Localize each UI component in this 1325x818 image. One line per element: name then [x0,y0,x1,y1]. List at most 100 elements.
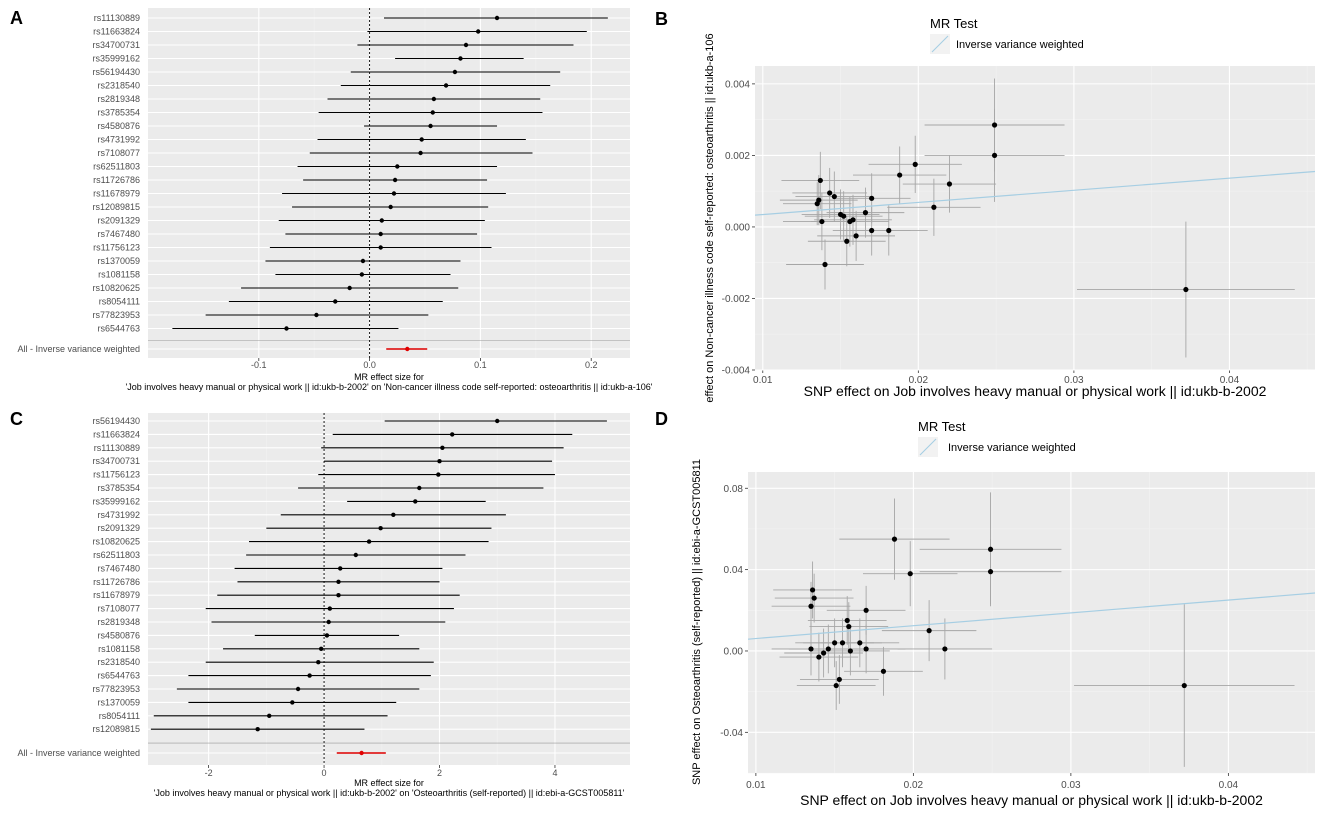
snp-label: rs1370059 [97,697,140,707]
panel-label: B [655,9,668,29]
estimate-point [395,164,400,169]
snp-label: rs11726786 [93,577,140,587]
estimate-point [284,326,289,331]
plot-background [148,413,630,765]
estimate-point [316,660,321,665]
snp-label: rs34700731 [92,40,140,50]
snp-label: rs4580876 [97,630,140,640]
snp-label: rs11678979 [93,590,140,600]
snp-label: rs11726786 [93,175,140,185]
snp-label: rs11130889 [94,443,140,453]
estimate-point [430,110,435,115]
estimate-point [437,459,442,464]
snp-point [857,640,863,646]
snp-label: rs4731992 [97,510,140,520]
snp-point [844,238,850,244]
panel-D: 0.01 0.02 0.03 0.04 -0.04 0.00 0.04 0.08 SNP eff… [655,409,1315,808]
x-tick-label: 2 [437,768,442,778]
snp-point [946,181,953,187]
snp-point [836,676,842,683]
x-tick-label: 0 [322,768,327,778]
estimate-point [324,633,330,638]
snp-point [846,623,852,630]
snp-point [987,546,994,552]
snp-point [987,569,994,575]
snp-label: rs2318540 [97,657,140,667]
snp-point [907,571,913,577]
estimate-point [418,150,423,156]
snp-label: rs1081158 [98,270,140,280]
estimate-point [366,539,372,544]
snp-label: rs2318540 [97,81,140,91]
panel-label: C [10,409,23,429]
legend-title: MR Test [930,16,978,31]
snp-point [811,595,817,601]
estimate-point [379,218,384,223]
estimate-point [327,606,333,611]
x-tick-label: 0.03 [1064,375,1084,386]
estimate-point [452,69,458,75]
snp-label: rs6544763 [97,324,140,334]
estimate-point [267,713,272,718]
snp-label: rs62511803 [93,550,140,560]
snp-label: rs11756123 [93,243,140,253]
estimate-point [495,418,500,424]
snp-point [819,218,825,225]
snp-label: rs11663824 [93,429,140,439]
snp-point [822,261,828,268]
snp-point [853,233,859,239]
snp-point [833,682,839,689]
estimate-point [428,123,433,129]
snp-point [880,668,887,674]
estimate-point [307,673,312,678]
y-tick-label: 0.08 [724,484,744,495]
snp-label: rs10820625 [92,537,140,547]
snp-label: rs12089815 [92,202,140,212]
snp-label: rs6544763 [97,671,140,681]
snp-point [912,161,918,167]
snp-point [1183,286,1189,293]
snp-label: rs7108077 [97,148,140,158]
snp-label: rs11678979 [93,189,140,199]
legend-key-line [919,438,937,456]
legend-item: Inverse variance weighted [956,39,1084,51]
snp-point [931,204,937,210]
summary-label: All - Inverse variance weighted [17,748,140,758]
estimate-point [463,42,469,48]
summary-point [359,750,364,756]
estimate-point [318,646,324,651]
x-tick-label: 0.01 [746,780,766,791]
estimate-point [413,499,418,504]
y-tick-label: 0.04 [724,565,744,576]
x-tick-label: 0.02 [909,375,929,386]
y-tick-label: 0.00 [724,646,744,657]
snp-point [817,177,823,184]
panel-B: 0.01 0.02 0.03 0.04 -0.004 -0.002 0.000 0.002 0.… [655,9,1315,403]
estimate-point [475,29,481,34]
snp-point [863,646,869,652]
legend-key-line [931,35,949,53]
estimate-point [388,204,393,210]
snp-point [809,587,816,593]
x-axis-title-line: 'Job involves heavy manual or physical w… [154,788,625,798]
snp-label: rs12089815 [92,724,140,734]
snp-label: rs35999162 [92,54,140,64]
snp-label: rs8054111 [99,297,140,307]
estimate-point [360,258,366,264]
snp-label: rs10820625 [92,283,140,293]
estimate-point [494,15,500,21]
estimate-point [314,312,319,318]
snp-label: rs62511803 [93,162,140,172]
snp-point [886,227,892,234]
estimate-point [440,445,445,450]
estimate-point [359,272,365,277]
estimate-point [378,245,383,250]
snp-point [942,646,948,652]
x-tick-label: 0.01 [753,375,773,386]
panel-label: A [10,8,23,28]
estimate-point [333,299,338,304]
estimate-point [336,579,341,584]
y-tick-label: 0.004 [725,79,750,90]
legend-item: Inverse variance weighted [948,442,1076,454]
estimate-point [295,686,301,692]
